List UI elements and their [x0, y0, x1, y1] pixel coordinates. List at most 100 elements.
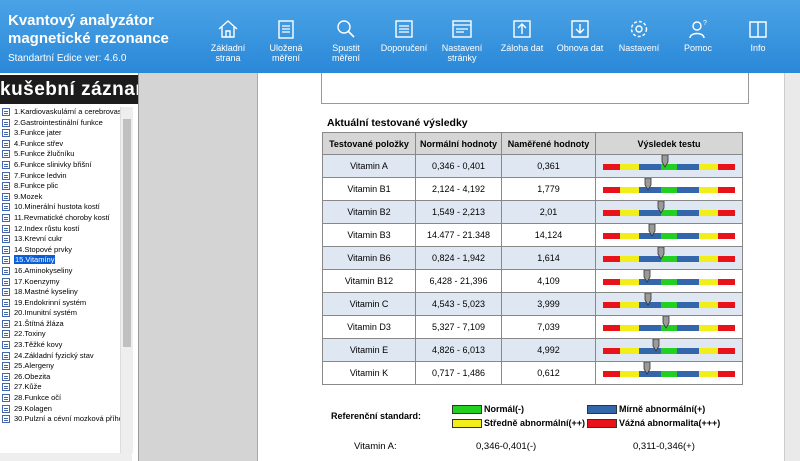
document-icon [2, 341, 10, 350]
document-icon [2, 182, 10, 191]
sidebar-record-item[interactable]: 28.Funkce očí [0, 393, 120, 404]
result-normal: 2,124 - 4,192 [415, 177, 502, 201]
reference-mild: 0,311-0,346(+) [633, 441, 695, 452]
gauge-segment [676, 255, 700, 262]
report-vertical-scrollbar[interactable] [784, 73, 800, 461]
sidebar-record-item[interactable]: 4.Funkce střev [0, 139, 120, 150]
sidebar-record-label: 19.Endokrinní systém [14, 297, 87, 307]
result-item: Vitamin B2 [322, 200, 416, 224]
sidebar-record-item[interactable]: 11.Revmatické choroby kostí [0, 213, 120, 224]
sidebar-record-item[interactable]: 25.Alergeny [0, 361, 120, 372]
sidebar-record-item[interactable]: 26.Obezita [0, 372, 120, 383]
legend-text: Středně abnormální(++) [484, 418, 586, 428]
download-icon [571, 20, 589, 38]
legend-text: Vážná abnormalita(+++) [619, 418, 721, 428]
sidebar-horizontal-scrollbar[interactable] [0, 453, 132, 461]
sidebar-record-item[interactable]: 14.Stopové prvky [0, 245, 120, 256]
result-item: Vitamin B12 [322, 269, 416, 293]
document-icon [2, 298, 10, 307]
sidebar-record-item[interactable]: 22.Toxiny [0, 329, 120, 340]
document-icon [2, 224, 10, 233]
document-icon [2, 245, 10, 254]
sidebar-record-item[interactable]: 15.Vitamíny [0, 255, 120, 266]
result-gauge [603, 177, 735, 193]
scrollbar-thumb[interactable] [123, 119, 131, 347]
sidebar-record-item[interactable]: 24.Základní fyzický stav [0, 351, 120, 362]
clipboard-icon [278, 20, 294, 39]
result-gauge [603, 223, 735, 239]
sidebar-record-item[interactable]: 21.Štítná žláza [0, 319, 120, 330]
sidebar-record-item[interactable]: 27.Kůže [0, 382, 120, 393]
gauge-segment [638, 163, 662, 170]
reference-item: Vitamin A: [354, 441, 397, 452]
sidebar-record-label: 5.Funkce žlučníku [14, 149, 75, 159]
gauge-pointer-icon [652, 338, 660, 352]
gauge-pointer-icon [661, 154, 669, 168]
toolbar-help-button[interactable]: ? Pomoc [668, 12, 728, 70]
gauge-segment [717, 255, 735, 262]
gauge-segment [661, 301, 677, 308]
record-tree[interactable]: 1.Kardiovaskulární a cerebrovaskulární2.… [0, 107, 120, 453]
result-row: Vitamin B6 0,824 - 1,942 1,614 [322, 246, 743, 270]
sidebar-record-item[interactable]: 3.Funkce jater [0, 128, 120, 139]
toolbar-restore-button[interactable]: Obnova dat [550, 12, 610, 70]
sidebar-record-item[interactable]: 6.Funkce slinivky břišní [0, 160, 120, 171]
help-person-icon: ? [689, 20, 707, 39]
list-icon [395, 20, 413, 38]
gauge-segment [717, 209, 735, 216]
result-row: Vitamin C 4,543 - 5,023 3,999 [322, 292, 743, 316]
toolbar-home-button[interactable]: Základní strana [198, 12, 258, 70]
sidebar-record-item[interactable]: 1.Kardiovaskulární a cerebrovaskulární [0, 107, 120, 118]
sidebar-record-item[interactable]: 10.Minerální hustota kostí [0, 202, 120, 213]
document-icon [2, 330, 10, 339]
sidebar-record-item[interactable]: 8.Funkce plic [0, 181, 120, 192]
sidebar-record-label: 11.Revmatické choroby kostí [14, 212, 110, 222]
toolbar-settings-button[interactable]: Nastavení [609, 12, 669, 70]
result-gauge-cell [595, 200, 743, 224]
gauge-segment [717, 301, 735, 308]
result-gauge [603, 361, 735, 377]
sidebar-record-item[interactable]: 16.Aminokyseliny [0, 266, 120, 277]
toolbar-info-button[interactable]: Info [728, 12, 788, 70]
sidebar-record-item[interactable]: 9.Mozek [0, 192, 120, 203]
sidebar-record-item[interactable]: 20.Imunitní systém [0, 308, 120, 319]
sidebar-record-item[interactable]: 2.Gastrointestinální funkce [0, 118, 120, 129]
document-icon [2, 150, 10, 159]
document-icon [2, 319, 10, 328]
toolbar-page-settings-button[interactable]: Nastavení stránky [432, 12, 492, 70]
sidebar-record-item[interactable]: 5.Funkce žlučníku [0, 149, 120, 160]
gauge-segment [638, 324, 662, 331]
result-row: Vitamin B3 14.477 - 21.348 14,124 [322, 223, 743, 247]
sidebar-vertical-scrollbar[interactable] [120, 107, 133, 453]
result-gauge-cell [595, 154, 743, 178]
results-table: Testované položky Normální hodnoty Naměř… [322, 132, 743, 385]
gauge-pointer-icon [644, 292, 652, 306]
sidebar-record-item[interactable]: 18.Mastné kyseliny [0, 287, 120, 298]
legend-severe: Vážná abnormalita(+++) [587, 418, 721, 429]
page-settings-icon [452, 20, 472, 38]
gauge-pointer-icon [643, 269, 650, 283]
sidebar-record-item[interactable]: 13.Krevní cukr [0, 234, 120, 245]
sidebar-record-item[interactable]: 29.Kolagen [0, 404, 120, 415]
gauge-segment [661, 209, 677, 216]
gear-icon [630, 20, 648, 38]
sidebar-record-item[interactable]: 30.Pulzní a cévní mozková příhoda [0, 414, 120, 425]
sidebar-record-item[interactable]: 7.Funkce ledvin [0, 171, 120, 182]
section-title: Aktuální testované výsledky [327, 117, 468, 129]
sidebar-record-item[interactable]: 19.Endokrinní systém [0, 298, 120, 309]
gauge-pointer-icon [662, 315, 670, 329]
toolbar-saved-button[interactable]: Uložená měření [256, 12, 316, 70]
sidebar-record-label: 10.Minerální hustota kostí [14, 202, 100, 212]
reference-normal: 0,346-0,401(-) [476, 441, 537, 452]
result-normal: 0,346 - 0,401 [415, 154, 502, 178]
toolbar-backup-button[interactable]: Záloha dat [492, 12, 552, 70]
toolbar-recommendation-button[interactable]: Doporučení [374, 12, 434, 70]
sidebar-record-item[interactable]: 12.Index růstu kostí [0, 224, 120, 235]
sidebar-record-label: 28.Funkce očí [14, 393, 62, 403]
toolbar-start-measurement-button[interactable]: Spustit měření [316, 12, 376, 70]
document-icon [2, 129, 10, 138]
sidebar-record-item[interactable]: 17.Koenzymy [0, 277, 120, 288]
sidebar-title: kušební záznam [0, 75, 138, 104]
sidebar-record-item[interactable]: 23.Těžké kovy [0, 340, 120, 351]
gauge-segment [638, 186, 662, 193]
